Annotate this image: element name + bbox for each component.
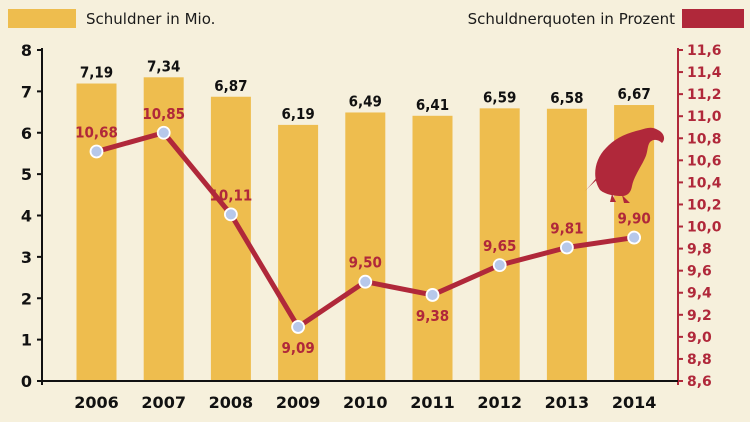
right-axis-tick-label: 10,6 xyxy=(687,153,722,169)
vulture-icon xyxy=(584,127,665,203)
left-axis-tick-label: 0 xyxy=(21,372,32,391)
bar-2011 xyxy=(412,115,453,381)
x-axis-tick-label: 2013 xyxy=(545,393,590,412)
line-point xyxy=(492,258,507,273)
bar-2010 xyxy=(345,112,386,381)
line-point xyxy=(627,230,641,245)
right-axis-tick-label: 9,2 xyxy=(687,308,712,324)
bar-2007 xyxy=(143,77,184,382)
line-value-label: 9,65 xyxy=(483,237,516,255)
legend-label-bars: Schuldner in Mio. xyxy=(86,10,215,28)
line-value-label: 10,68 xyxy=(75,124,118,142)
left-axis-tick-label: 6 xyxy=(21,124,32,143)
right-axis-tick-label: 10,0 xyxy=(687,220,722,236)
right-axis-tick-label: 11,2 xyxy=(687,87,722,103)
bar-value-label: 7,34 xyxy=(147,57,180,75)
left-axis-tick-label: 2 xyxy=(21,289,32,308)
right-axis-tick-label: 10,8 xyxy=(687,131,722,147)
line-point xyxy=(156,125,171,140)
right-axis-tick-label: 11,0 xyxy=(687,109,722,125)
right-axis-tick-label: 8,8 xyxy=(687,352,712,368)
x-axis-tick-label: 2007 xyxy=(141,393,186,412)
line-value-label: 9,90 xyxy=(617,210,650,228)
legend-swatch-line xyxy=(682,9,744,28)
bar-value-label: 6,41 xyxy=(416,96,449,114)
bar-value-label: 6,67 xyxy=(617,85,650,103)
right-axis-tick-label: 9,0 xyxy=(687,330,712,346)
bar-labels: 7,19 7,34 6,87 6,19 6,49 6,41 6,59 6,58 6,67 xyxy=(80,57,651,123)
left-axis-tick-label: 4 xyxy=(21,207,32,226)
left-axis: 0 1 2 3 4 5 6 7 8 xyxy=(21,41,43,391)
bar-value-label: 6,49 xyxy=(349,92,382,110)
right-axis-tick-label: 10,2 xyxy=(687,197,722,213)
left-axis-tick-label: 8 xyxy=(21,41,32,60)
bar-value-label: 6,58 xyxy=(550,89,583,107)
line-point xyxy=(223,207,238,222)
line-point xyxy=(425,288,440,302)
legend-label-line: Schuldnerquoten in Prozent xyxy=(468,10,676,28)
line-point xyxy=(89,144,104,159)
line-value-label: 10,11 xyxy=(210,186,253,204)
right-axis-tick-label: 8,6 xyxy=(687,374,712,390)
line-point xyxy=(291,320,306,334)
line-point xyxy=(560,240,574,255)
line-value-label: 9,50 xyxy=(349,254,382,272)
right-axis-tick-label: 10,4 xyxy=(687,175,722,191)
x-axis-tick-label: 2009 xyxy=(276,393,321,412)
right-axis-tick-label: 9,6 xyxy=(687,264,712,280)
x-axis-tick-label: 2008 xyxy=(209,393,254,412)
bar-value-label: 6,59 xyxy=(483,88,516,106)
legend-swatch-bars xyxy=(8,9,76,28)
bar-2006 xyxy=(76,83,117,382)
left-axis-tick-label: 7 xyxy=(21,82,32,101)
right-axis-tick-label: 9,4 xyxy=(687,286,712,302)
right-axis-tick-label: 11,4 xyxy=(687,65,722,81)
line-value-label: 9,81 xyxy=(550,219,583,237)
right-axis-tick-label: 11,6 xyxy=(687,43,722,59)
left-axis-tick-label: 5 xyxy=(21,165,32,184)
x-axis-tick-label: 2012 xyxy=(477,393,522,412)
bar-2012 xyxy=(479,108,520,382)
bar-value-label: 6,19 xyxy=(281,105,314,123)
x-axis-tick-label: 2011 xyxy=(410,393,455,412)
line-value-label: 10,85 xyxy=(142,105,185,123)
legend: Schuldner in Mio. Schuldnerquoten in Pro… xyxy=(8,9,744,28)
right-axis: 8,6 8,8 9,0 9,2 9,4 9,6 9,8 10,0 10,2 10,4 10,6 10,… xyxy=(677,43,722,390)
left-axis-tick-label: 1 xyxy=(21,331,32,350)
x-axis-tick-label: 2014 xyxy=(612,393,657,412)
x-axis-tick-label: 2006 xyxy=(74,393,119,412)
line-point xyxy=(358,274,373,289)
line-series: 10,68 10,85 10,11 9,09 9,50 9,38 9,65 9,81 9,90 xyxy=(75,105,651,357)
right-axis-tick-label: 9,8 xyxy=(687,242,712,258)
line-value-label: 9,38 xyxy=(416,307,449,325)
left-axis-tick-label: 3 xyxy=(21,248,32,267)
bar-value-label: 7,19 xyxy=(80,64,113,82)
bar-2009 xyxy=(278,124,319,382)
bar-value-label: 6,87 xyxy=(214,77,247,95)
x-axis: 2006 2007 2008 2009 2010 2011 2012 2013 2014 xyxy=(42,380,678,412)
x-axis-tick-label: 2010 xyxy=(343,393,388,412)
line-value-label: 9,09 xyxy=(281,339,314,357)
